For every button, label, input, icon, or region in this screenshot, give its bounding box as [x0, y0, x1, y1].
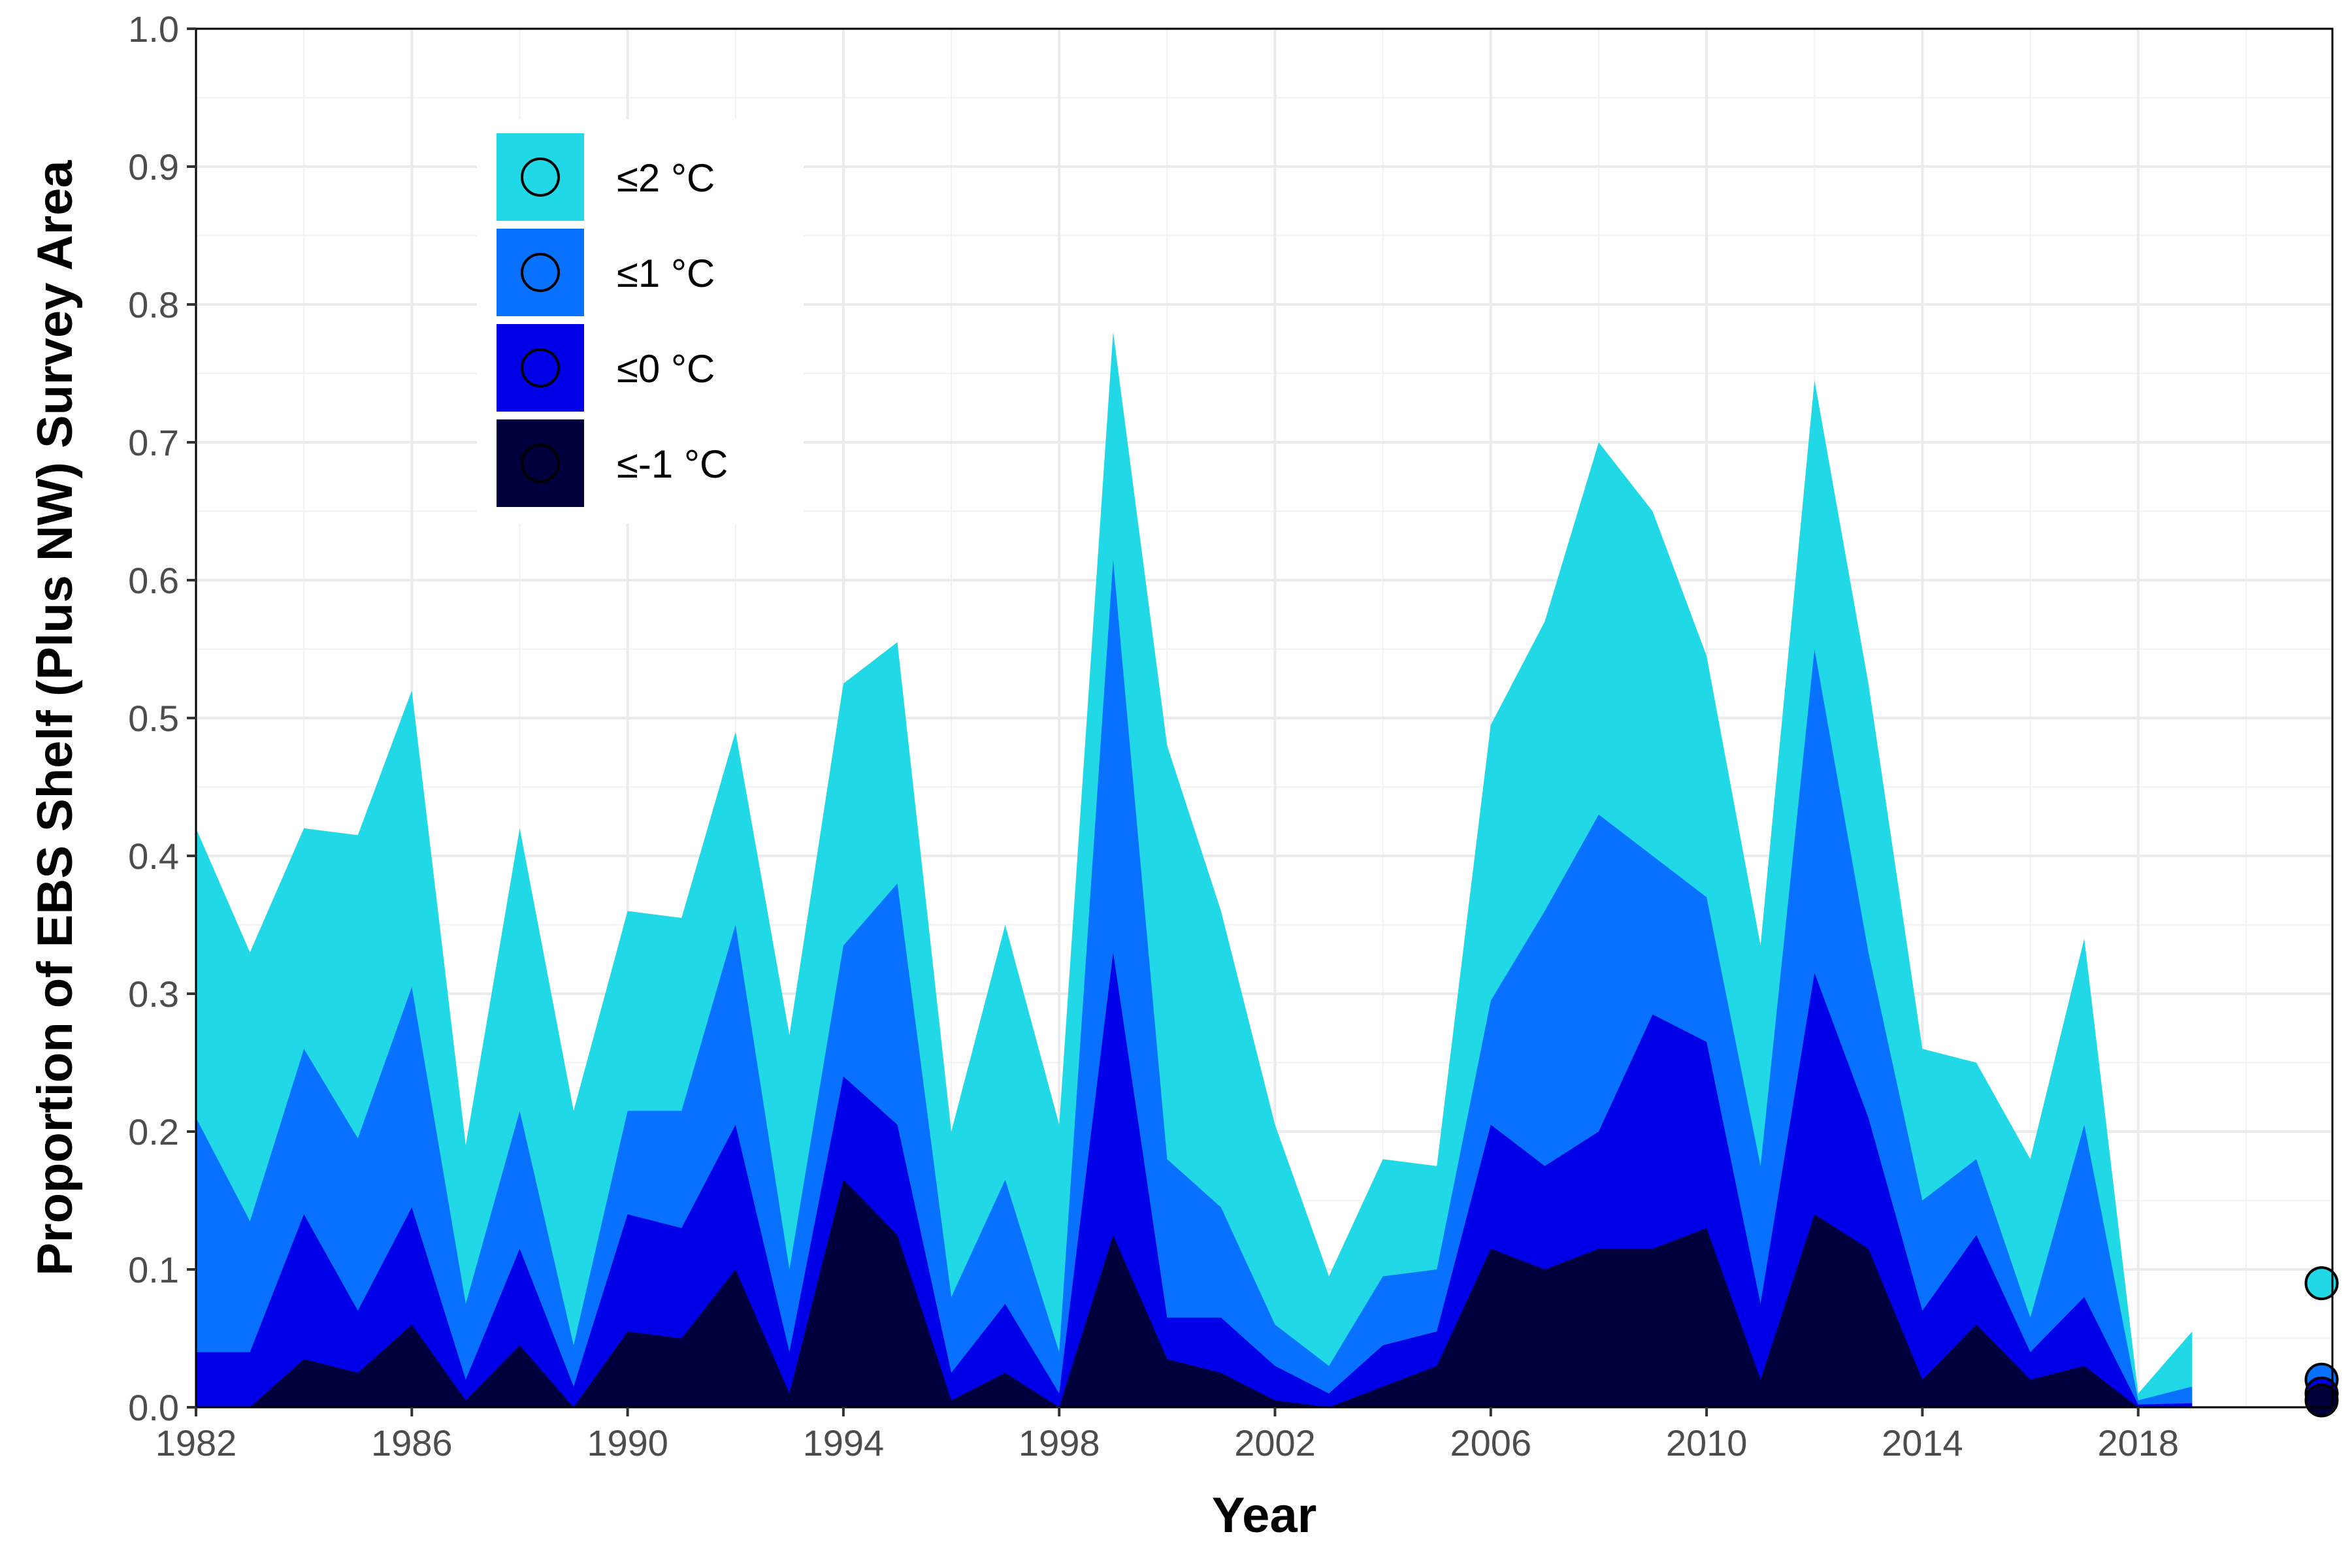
x-tick-label: 2014 — [1882, 1422, 1963, 1463]
y-tick-label: 0.7 — [128, 422, 179, 463]
x-tick-label: 1994 — [803, 1422, 885, 1463]
legend-key — [497, 419, 584, 507]
legend-label: ≤2 °C — [617, 156, 715, 200]
y-tick-label: 0.3 — [128, 973, 179, 1015]
legend-key — [497, 324, 584, 412]
legend-key-marker — [521, 444, 560, 483]
x-tick-label: 2010 — [1666, 1422, 1748, 1463]
legend-key — [497, 133, 584, 221]
x-axis: 1982 1986 1990 1994 1998 2002 2006 2010 2014 2018 — [155, 1407, 2179, 1463]
legend-label: ≤0 °C — [617, 347, 715, 391]
area-series — [196, 1179, 2193, 1407]
x-tick-label: 1982 — [155, 1422, 237, 1463]
y-tick-label: 1.0 — [128, 8, 179, 50]
legend-key-marker — [521, 348, 560, 387]
y-tick-label: 0.5 — [128, 698, 179, 739]
legend-label: ≤1 °C — [617, 252, 715, 295]
y-tick-label: 0.0 — [128, 1387, 179, 1428]
area-layers — [196, 332, 2193, 1408]
y-tick-label: 0.2 — [128, 1111, 179, 1152]
legend-label: ≤-1 °C — [617, 442, 728, 486]
x-tick-label: 1986 — [371, 1422, 453, 1463]
x-tick-label: 1998 — [1019, 1422, 1100, 1463]
x-tick-label: 2002 — [1234, 1422, 1316, 1463]
y-axis-title: Proportion of EBS Shelf (Plus NW) Survey… — [27, 160, 83, 1276]
y-tick-label: 0.8 — [128, 284, 179, 325]
legend-key-marker — [521, 253, 560, 292]
y-tick-label: 0.6 — [128, 560, 179, 601]
data-point — [2304, 1266, 2339, 1301]
legend-key — [497, 229, 584, 316]
x-tick-label: 1990 — [587, 1422, 668, 1463]
y-axis: 0.0 0.1 0.2 0.3 0.4 0.5 0.6 0.7 0.8 0.9 1.0 — [128, 8, 196, 1428]
legend-key-marker — [521, 157, 560, 197]
x-axis-title: Year — [1212, 1488, 1317, 1543]
y-tick-label: 0.1 — [128, 1249, 179, 1290]
y-tick-label: 0.9 — [128, 146, 179, 188]
x-tick-label: 2006 — [1450, 1422, 1532, 1463]
y-tick-label: 0.4 — [128, 836, 179, 877]
legend: ≤2 °C ≤1 °C ≤0 °C ≤-1 °C — [477, 119, 804, 524]
x-tick-label: 2018 — [2097, 1422, 2179, 1463]
